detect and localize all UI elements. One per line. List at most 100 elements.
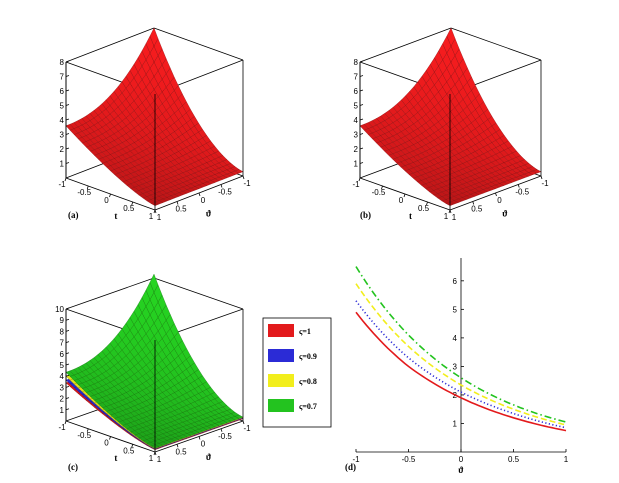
z-tick-mark [65,133,70,135]
y-tick-mark [472,201,475,205]
y-tick-mark [517,184,520,188]
x-axis-label: t [114,453,117,463]
series-line-1 [355,311,567,432]
z-tick-label: 1 [60,406,65,415]
z-tick-mark [65,386,70,388]
z-tick-mark [65,330,70,332]
y-tick-label: 3 [453,362,458,371]
z-tick-mark [65,147,70,150]
z-tick-mark [359,162,364,164]
y-tick-mark [220,184,223,188]
z-tick-label: 7 [354,73,359,82]
y-tick-label: 0.5 [471,205,483,214]
z-tick-label: 5 [354,102,359,111]
x-axis-label: ϑ [458,465,464,475]
x-tick-label: 0 [104,439,109,448]
y-tick-label: -1 [243,424,251,433]
z-tick-label: 2 [60,395,65,404]
x-tick-label: -0.5 [77,188,91,197]
y-tick-mark [220,428,223,432]
z-tick-mark [65,363,70,366]
panel-label-b: (b) [360,210,371,220]
panel-label-c: (c) [68,462,78,472]
box-edge [153,277,244,310]
y-tick-label: 0 [201,196,206,205]
z-tick-label: 9 [60,316,65,325]
z-tick-mark [65,352,70,355]
legend-swatch [268,349,294,362]
z-tick-label: 6 [60,87,65,96]
y-tick-mark [495,192,497,197]
x-tick-label: -1 [352,180,360,189]
x-tick-label: 0 [459,455,464,464]
z-tick-label: 4 [60,372,65,381]
z-tick-mark [65,341,70,343]
box-edge [450,27,542,61]
y-axis-label: ϑ [206,209,212,219]
y-axis-label: ϑ [502,209,508,219]
y-tick-label: -0.5 [218,188,232,197]
y-tick-mark [242,420,245,425]
z-tick-label: 8 [60,58,65,67]
series-line-3 [355,283,567,426]
z-tick-mark [65,162,70,164]
z-tick-label: 6 [354,87,359,96]
legend-label: ς=0.7 [299,402,317,411]
z-tick-mark [65,318,70,321]
y-tick-label: 1 [157,455,162,464]
y-tick-label: 0 [497,196,502,205]
z-tick-label: 3 [60,383,65,392]
legend-swatch [268,399,294,412]
z-tick-label: 5 [60,102,65,111]
x-tick-mark [358,177,361,182]
box-edge [359,27,452,63]
z-tick-label: 3 [60,131,65,140]
x-axis-label: t [114,211,117,221]
z-tick-mark [65,104,70,106]
legend-label: ς=0.9 [299,352,317,361]
x-tick-mark [64,177,67,182]
surface-red [359,27,542,206]
z-tick-mark [65,374,70,377]
y-tick-label: 0.5 [175,205,187,214]
x-tick-label: -0.5 [372,188,386,197]
x-tick-label: -0.5 [77,431,91,440]
z-tick-label: 4 [60,116,65,125]
y-tick-label: 1 [157,213,162,222]
y-tick-label: 1 [452,213,457,222]
x-tick-label: 0.5 [508,455,520,464]
y-tick-mark [154,451,157,456]
y-tick-label: -0.5 [515,188,529,197]
y-tick-label: 4 [453,334,458,343]
z-tick-mark [65,118,70,121]
z-tick-label: 5 [60,361,65,370]
z-tick-mark [359,75,364,77]
z-tick-label: 4 [354,116,359,125]
surface-patch [149,27,159,47]
y-tick-mark [540,175,543,180]
y-tick-label: 0.5 [175,447,187,456]
y-tick-label: -1 [541,179,549,188]
y-tick-label: 0 [201,440,206,449]
surface-green [65,273,244,449]
series-line-2 [355,300,567,429]
z-tick-label: 1 [60,160,65,169]
x-tick-label: -0.5 [402,455,416,464]
y-tick-label: -0.5 [218,432,232,441]
y-tick-label: 5 [453,305,458,314]
y-tick-label: 1 [453,419,458,428]
y-tick-mark [242,175,245,180]
z-tick-mark [359,133,364,135]
box-edge [65,277,155,310]
z-tick-label: 3 [354,131,359,140]
legend-swatch [268,374,294,387]
surface-red [65,27,244,206]
x-tick-mark [64,420,67,425]
x-tick-label: 0 [104,196,109,205]
z-tick-mark [359,104,364,106]
x-tick-mark [131,444,134,448]
